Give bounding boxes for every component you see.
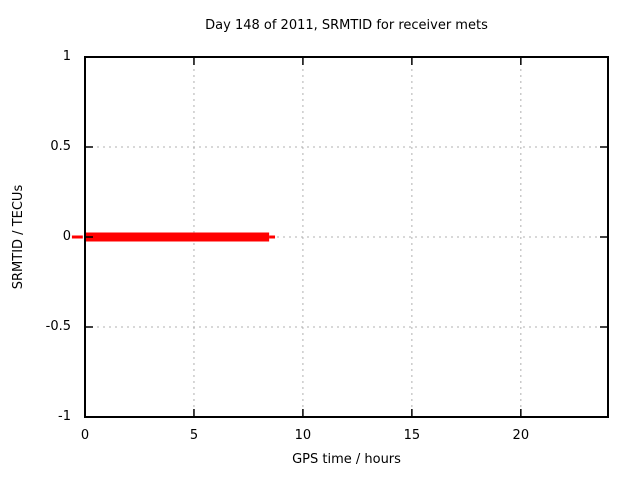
y-tick-label: 1 [62, 49, 71, 64]
y-tick-label: -1 [58, 409, 71, 424]
x-tick-label: 10 [294, 428, 312, 443]
x-tick-label: 0 [80, 428, 90, 443]
chart-title: Day 148 of 2011, SRMTID for receiver met… [205, 18, 488, 33]
series-line-srmtid [71, 235, 83, 239]
y-tick-label: -0.5 [45, 319, 71, 334]
x-tick-label: 5 [189, 428, 199, 443]
x-tick-label: 15 [403, 428, 421, 443]
series-line-srmtid [269, 235, 276, 239]
x-tick-label: 20 [512, 428, 530, 443]
plot-border [84, 56, 609, 418]
series-line-srmtid [85, 232, 270, 242]
x-axis-label: GPS time / hours [292, 452, 401, 467]
y-tick-label: 0 [62, 229, 71, 244]
y-tick-label: 0.5 [50, 139, 71, 154]
